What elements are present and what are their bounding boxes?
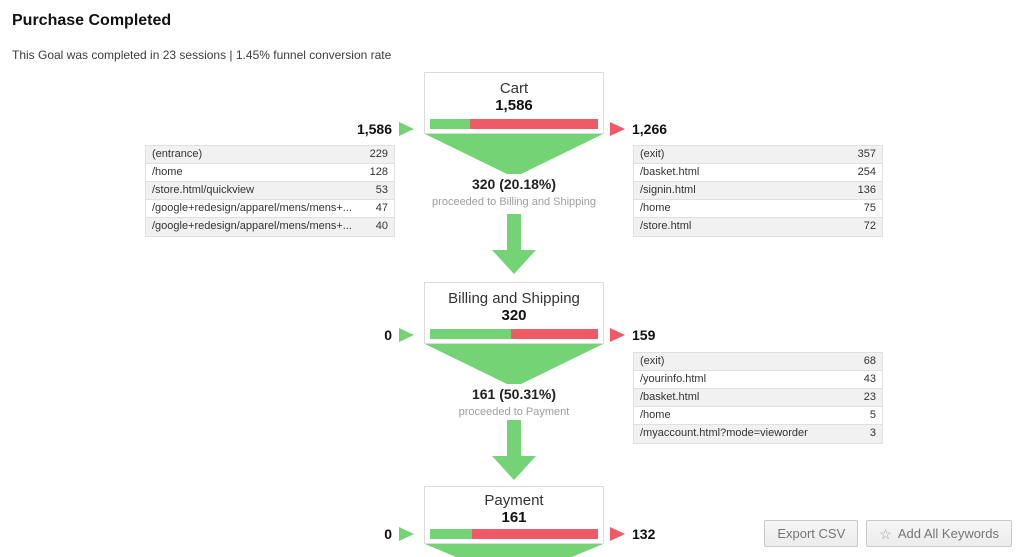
table-row: /signin.html 136	[634, 182, 882, 200]
table-row: (exit) 68	[634, 353, 882, 371]
inflow-count: 1,586	[356, 121, 392, 137]
step-value: 1,586	[495, 97, 533, 114]
table-row: /home 75	[634, 200, 882, 218]
entrance-table: (entrance) 229/home 128/store.html/quickvi…	[145, 145, 395, 237]
table-row: /home 5	[634, 407, 882, 425]
proceed-count: 320 (20.18%)	[471, 176, 557, 192]
outflow-arrow-icon	[610, 122, 625, 136]
row-label: /yourinfo.html	[640, 373, 707, 385]
row-value: 23	[863, 391, 876, 403]
outflow-count: 159	[632, 327, 656, 343]
row-label: /store.html	[640, 220, 692, 232]
table-row: /store.html 72	[634, 218, 882, 236]
step-title: Billing and Shipping	[448, 290, 580, 307]
bar-abandoned-segment	[472, 529, 598, 539]
row-label: /home	[640, 409, 671, 421]
bar-continued-segment	[430, 119, 471, 129]
row-value: 3	[869, 427, 876, 439]
table-row: /basket.html 254	[634, 164, 882, 182]
table-row: /basket.html 23	[634, 389, 882, 407]
funnel-arrow	[425, 344, 603, 480]
bar-abandoned-segment	[470, 119, 598, 129]
inflow-count: 0	[384, 526, 392, 542]
funnel-step-cart: Cart 1,586	[424, 72, 604, 134]
row-value: 5	[869, 409, 876, 421]
outflow-count: 132	[632, 526, 656, 542]
proceed-count: 161 (50.31%)	[471, 386, 557, 402]
row-label: /basket.html	[640, 166, 700, 178]
action-bar: Export CSV ☆ Add All Keywords	[764, 520, 1012, 547]
row-label: /google+redesign/apparel/mens/mens+...	[152, 202, 352, 214]
table-row: /yourinfo.html 43	[634, 371, 882, 389]
step-value: 161	[501, 509, 527, 526]
proceed-label: proceeded to Billing and Shipping	[432, 196, 596, 208]
row-value: 357	[857, 148, 876, 160]
row-value: 75	[863, 202, 876, 214]
inflow-count: 0	[384, 327, 392, 343]
row-value: 43	[863, 373, 876, 385]
proceed-label: proceeded to Payment	[458, 406, 570, 418]
table-row: /store.html/quickview 53	[146, 182, 394, 200]
table-row: /google+redesign/apparel/mens/mens+... 40	[146, 218, 394, 236]
row-value: 53	[375, 184, 388, 196]
row-value: 128	[369, 166, 388, 178]
row-label: /myaccount.html?mode=vieworder	[640, 427, 808, 439]
table-row: /home 128	[146, 164, 394, 182]
step-progress-bar	[430, 329, 598, 339]
table-row: /myaccount.html?mode=vieworder 3	[634, 425, 882, 443]
row-label: (exit)	[640, 355, 665, 367]
table-row: (exit) 357	[634, 146, 882, 164]
exit-table: (exit) 357/basket.html 254/signin.html 136/…	[633, 145, 883, 237]
page-subtitle: This Goal was completed in 23 sessions |…	[12, 48, 392, 62]
funnel-step-payment: Payment 161	[424, 486, 604, 544]
row-value: 47	[375, 202, 388, 214]
add-all-keywords-label: Add All Keywords	[897, 526, 999, 541]
row-value: 40	[375, 220, 388, 232]
exit-table: (exit) 68/yourinfo.html 43/basket.html 23/h…	[633, 352, 883, 444]
inflow-arrow-icon	[399, 122, 414, 136]
step-value: 320	[501, 307, 527, 324]
step-title: Payment	[484, 492, 544, 509]
row-label: (exit)	[640, 148, 665, 160]
row-value: 68	[863, 355, 876, 367]
row-label: /signin.html	[640, 184, 696, 196]
row-label: /basket.html	[640, 391, 700, 403]
step-title: Cart	[499, 80, 529, 97]
row-label: /google+redesign/apparel/mens/mens+...	[152, 220, 352, 232]
bar-abandoned-segment	[510, 329, 598, 339]
funnel-step-billing: Billing and Shipping 320	[424, 282, 604, 344]
row-value: 72	[863, 220, 876, 232]
row-label: /store.html/quickview	[152, 184, 255, 196]
row-value: 229	[369, 148, 388, 160]
export-csv-button[interactable]: Export CSV	[764, 520, 859, 547]
star-icon: ☆	[879, 525, 892, 542]
row-value: 136	[857, 184, 876, 196]
table-row: (entrance) 229	[146, 146, 394, 164]
row-value: 254	[857, 166, 876, 178]
bar-continued-segment	[430, 529, 472, 539]
row-label: (entrance)	[152, 148, 203, 160]
step-progress-bar	[430, 529, 598, 539]
outflow-arrow-icon	[610, 527, 625, 541]
funnel-arrow	[425, 544, 603, 557]
page-title: Purchase Completed	[12, 12, 172, 29]
row-label: /home	[640, 202, 671, 214]
bar-continued-segment	[430, 329, 511, 339]
inflow-arrow-icon	[399, 328, 414, 342]
export-csv-label: Export CSV	[777, 526, 846, 541]
funnel-arrow	[425, 134, 603, 274]
outflow-count: 1,266	[632, 121, 668, 137]
inflow-arrow-icon	[399, 527, 414, 541]
row-label: /home	[152, 166, 183, 178]
table-row: /google+redesign/apparel/mens/mens+... 47	[146, 200, 394, 218]
step-progress-bar	[430, 119, 598, 129]
add-all-keywords-button[interactable]: ☆ Add All Keywords	[866, 520, 1012, 547]
outflow-arrow-icon	[610, 328, 625, 342]
